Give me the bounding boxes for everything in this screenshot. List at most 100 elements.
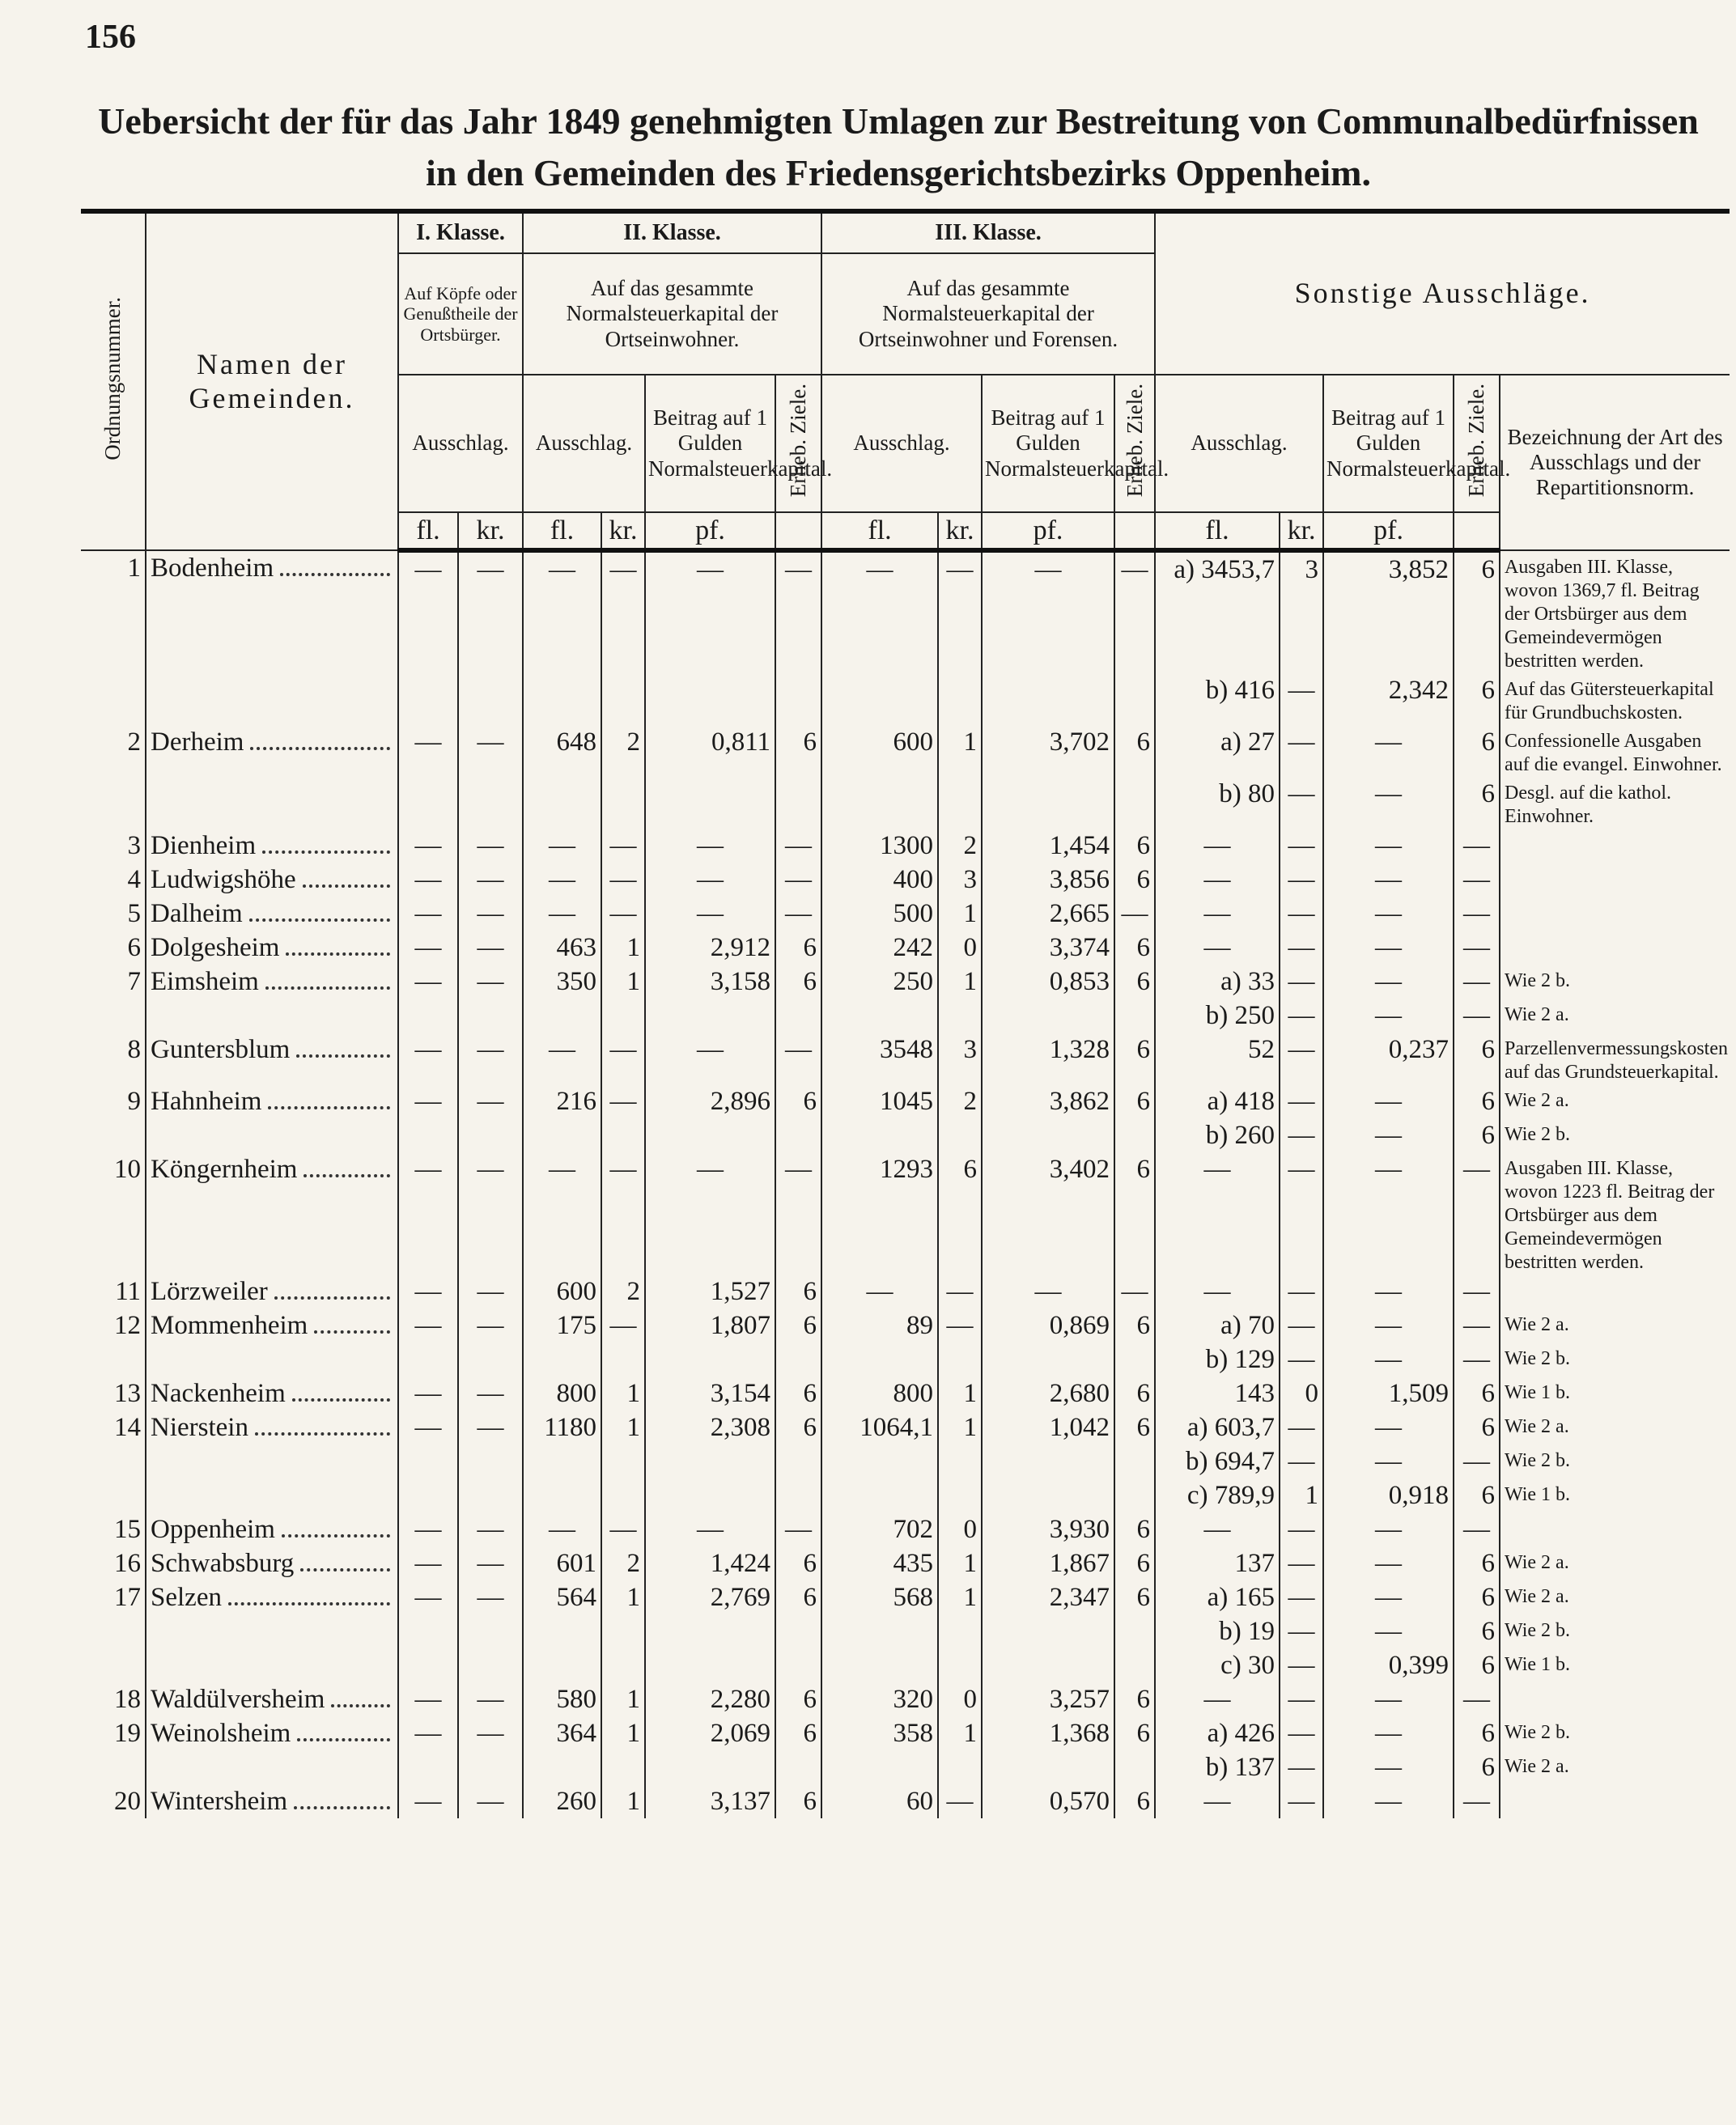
c3-rate: 3,702: [981, 725, 1116, 778]
other-levy-fl: 52: [1154, 1033, 1281, 1085]
header-rate: Beitrag auf 1 Gulden Normalsteuerkapital…: [644, 374, 832, 513]
c3-rate: 1,454: [981, 829, 1116, 863]
cell: [937, 1118, 983, 1153]
cell: [522, 1614, 602, 1649]
table-row: 20 Wintersheim — —260 1 3,137 6 60—0,570 6— — — —: [81, 1784, 1730, 1819]
cell: [145, 1750, 399, 1785]
cell: [81, 1750, 146, 1785]
c1-levy-kr: —: [457, 965, 524, 999]
cell: Waldülversheim: [145, 1682, 399, 1717]
cell: [981, 1444, 1116, 1479]
cell: [981, 673, 1116, 726]
other-rate: —: [1322, 725, 1455, 778]
other-levy-kr: —: [1279, 863, 1325, 897]
other-terms: —: [1453, 1784, 1501, 1819]
other-levy-fl: a) 603,7: [1154, 1410, 1281, 1445]
c2-rate: —: [644, 829, 776, 863]
unit: fl.: [522, 511, 602, 554]
c2-levy-kr: 1: [601, 1376, 646, 1411]
name: Derheim: [151, 727, 244, 757]
number: 4: [81, 863, 146, 897]
c2-levy-fl: 601: [522, 1546, 602, 1581]
cell: Eimsheim: [145, 965, 399, 999]
c1-levy-kr: —: [457, 1512, 524, 1547]
other-levy-kr: —: [1279, 931, 1325, 965]
name-with-leader: Waldülversheim: [151, 1682, 393, 1716]
other-terms: 6: [1453, 1084, 1501, 1119]
header-levy: Ausschlag.: [397, 374, 524, 513]
other-levy-kr: 0: [1279, 1376, 1325, 1411]
header-class: III. Klasse.: [821, 210, 1157, 254]
description: Parzellenvermessungskosten auf das Grund…: [1499, 1033, 1730, 1085]
other-levy-kr: —: [1279, 1152, 1325, 1275]
cell: [397, 1750, 459, 1785]
table-row: 9 Hahnheim — —216—2,896 6 1045 2 3,862 6 a) 418— —…: [81, 1084, 1730, 1119]
c3-levy-kr: 2: [937, 829, 983, 863]
cell: [937, 1342, 983, 1377]
c3-rate: 2,680: [981, 1376, 1116, 1411]
cell: [937, 999, 983, 1033]
table-row: b) 260— —6 Wie 2 b.: [81, 1118, 1730, 1153]
cell: [457, 1118, 524, 1153]
other-terms: —: [1453, 1512, 1501, 1547]
other-rate: 0,237: [1322, 1033, 1455, 1085]
cell: [457, 1444, 524, 1479]
cell: [1114, 1118, 1157, 1153]
other-terms: —: [1453, 1444, 1501, 1479]
other-levy-kr: —: [1279, 1784, 1325, 1819]
number: 17: [81, 1580, 146, 1615]
cell: [821, 1478, 940, 1513]
other-levy-fl: —: [1154, 931, 1281, 965]
cell: [81, 999, 146, 1033]
cell: [601, 1444, 646, 1479]
c1-levy-kr: —: [457, 829, 524, 863]
c2-levy-fl: —: [522, 829, 602, 863]
description: Confessionelle Ausgaben auf die evangel.…: [1499, 725, 1730, 778]
c2-levy-fl: 800: [522, 1376, 602, 1411]
c2-rate: —: [644, 1152, 776, 1275]
number: 14: [81, 1410, 146, 1445]
header-text: Erheb. Ziele.: [1122, 384, 1147, 498]
cell: [145, 1648, 399, 1683]
c1-levy-kr: —: [457, 931, 524, 965]
leader-dots: [294, 1806, 390, 1810]
other-levy-fl: —: [1154, 1682, 1281, 1717]
cell: [457, 999, 524, 1033]
cell: [981, 1478, 1116, 1513]
c2-terms: —: [774, 897, 823, 931]
c2-terms: 6: [774, 1275, 823, 1309]
cell: [821, 673, 940, 726]
title-line: Uebersicht der für das Jahr 1849 genehmi…: [98, 100, 1699, 142]
c1-levy-fl: —: [397, 965, 459, 999]
c2-levy-fl: 175: [522, 1309, 602, 1343]
other-terms: —: [1453, 1309, 1501, 1343]
c2-terms: —: [774, 1512, 823, 1547]
cell: [1114, 673, 1157, 726]
c3-levy-fl: 1045: [821, 1084, 940, 1119]
other-levy-kr: —: [1279, 1118, 1325, 1153]
name-with-leader: Nackenheim: [151, 1376, 393, 1410]
c2-terms: 6: [774, 1376, 823, 1411]
other-terms: 6: [1453, 1376, 1501, 1411]
other-levy-fl: —: [1154, 1784, 1281, 1819]
header-terms: Erheb. Ziele.: [774, 374, 823, 513]
cell: [644, 1478, 776, 1513]
cell: [937, 673, 983, 726]
cell: [397, 1648, 459, 1683]
description: Ausgaben III. Klasse, wovon 1223 fl. Bei…: [1499, 1152, 1730, 1275]
name-with-leader: Dalheim: [151, 897, 393, 931]
c3-levy-fl: 568: [821, 1580, 940, 1615]
cell: [774, 1118, 823, 1153]
cell: Weinolsheim: [145, 1716, 399, 1751]
table-row: 4 Ludwigshöhe — — — — — —400 3 3,856 6— — — —: [81, 863, 1730, 897]
name: Nackenheim: [151, 1379, 286, 1409]
name-with-leader: Dolgesheim: [151, 931, 393, 965]
cell: [601, 1342, 646, 1377]
other-levy-fl: —: [1154, 1152, 1281, 1275]
cell: [522, 1478, 602, 1513]
c2-levy-kr: 1: [601, 1716, 646, 1751]
other-levy-kr: —: [1279, 829, 1325, 863]
name: Hahnheim: [151, 1087, 262, 1117]
c2-levy-fl: —: [522, 1152, 602, 1275]
other-levy-fl: —: [1154, 829, 1281, 863]
